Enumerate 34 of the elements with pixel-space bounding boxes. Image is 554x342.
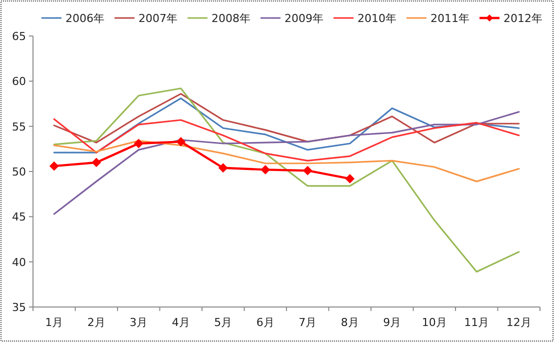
legend-label: 2009年 bbox=[284, 12, 324, 25]
y-tick-label: 55 bbox=[12, 120, 26, 134]
point bbox=[92, 158, 101, 167]
point bbox=[345, 174, 354, 184]
y-tick-label: 45 bbox=[12, 210, 26, 224]
x-tick-label: 12月 bbox=[506, 316, 532, 329]
y-tick-label: 35 bbox=[12, 301, 26, 314]
x-tick-label: 8月 bbox=[340, 316, 359, 329]
x-tick-label: 10月 bbox=[422, 316, 447, 329]
y-tick-label: 60 bbox=[12, 75, 26, 88]
y-tick-label: 40 bbox=[12, 256, 26, 269]
y-tick-label: 50 bbox=[12, 166, 26, 178]
legend-label: 2011年 bbox=[430, 12, 470, 25]
x-tick-label: 9月 bbox=[383, 316, 402, 329]
x-tick-label: 1月 bbox=[45, 316, 64, 329]
x-tick-label: 3月 bbox=[130, 316, 148, 329]
legend-label: 2006年 bbox=[66, 12, 104, 25]
point bbox=[134, 138, 144, 148]
legend-label: 2010年 bbox=[358, 12, 396, 25]
x-tick-label: 11月 bbox=[464, 316, 490, 329]
point bbox=[50, 162, 59, 171]
x-tick-label: 5月 bbox=[214, 316, 232, 329]
x-tick-label: 6月 bbox=[256, 316, 274, 329]
x-tick-label: 4月 bbox=[172, 316, 190, 329]
x-tick-label: 7月 bbox=[298, 316, 317, 329]
point bbox=[176, 137, 186, 146]
x-tick-label: 2月 bbox=[87, 316, 106, 329]
y-tick-label: 65 bbox=[12, 30, 26, 43]
point bbox=[218, 163, 228, 172]
legend-label: 2007年 bbox=[138, 12, 178, 25]
legend-label: 2012年 bbox=[504, 12, 542, 25]
point bbox=[260, 165, 270, 174]
point bbox=[303, 166, 312, 176]
legend-label: 2008年 bbox=[212, 12, 250, 25]
